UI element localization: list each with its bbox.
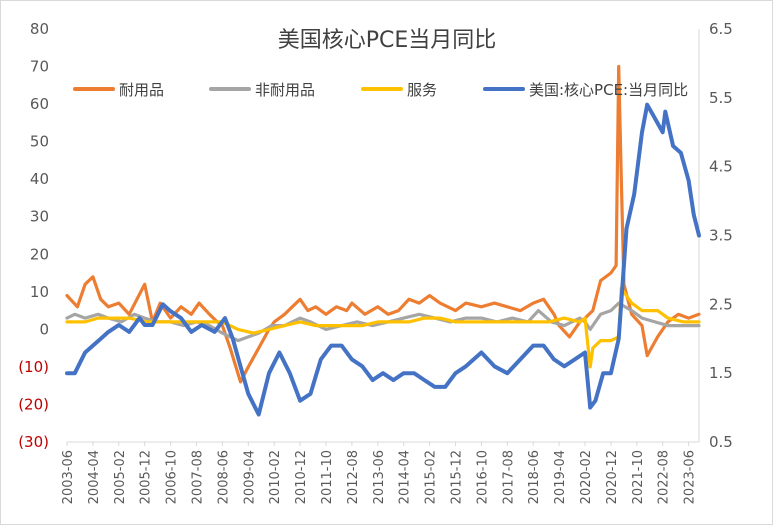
legend-label: 非耐用品 [255,81,315,99]
x-tick-label: 2013-06 [372,450,387,504]
right-tick-label: 0.5 [709,433,733,451]
series-line-0 [65,64,701,384]
x-tick-label: 2015-12 [450,450,465,504]
left-tick-label: (20) [18,395,49,413]
left-tick-label: 50 [30,133,49,151]
right-tick-label: 6.5 [709,20,733,38]
left-tick-label: 30 [30,208,49,226]
x-tick-label: 2008-06 [216,450,231,504]
right-tick-label: 3.5 [709,227,733,245]
left-tick-label: (30) [18,433,49,451]
right-tick-label: 5.5 [709,89,733,107]
left-tick-label: 40 [30,170,49,188]
chart-title: 美国核心PCE当月同比 [278,28,497,53]
x-tick-label: 2009-04 [242,450,257,504]
x-tick-label: 2010-12 [294,450,309,504]
legend-label: 服务 [407,81,437,99]
x-tick-label: 2020-12 [605,450,620,504]
series-line-3 [65,102,701,417]
left-tick-label: 10 [30,283,49,301]
axes: 80 70 60 50 40 30 20 10 0 (10) (20) (30) 6.5 5.5 4.5 3.… [18,20,733,504]
x-tick-label: 2005-12 [139,450,154,504]
left-tick-label: 80 [30,20,49,38]
left-tick-label: 60 [30,95,49,113]
x-tick-label: 2023-06 [683,450,698,504]
x-tick-label: 2007-08 [191,450,206,504]
series-layer [65,64,701,417]
x-tick-label: 2006-10 [165,450,180,504]
right-tick-label: 4.5 [709,158,733,176]
series-line-2 [65,286,701,369]
left-tick-label: 0 [39,320,49,338]
x-tick-label: 2019-04 [553,450,568,504]
right-tick-label: 1.5 [709,364,733,382]
x-tick-label: 2018-06 [527,450,542,504]
left-tick-label: 20 [30,245,49,263]
x-tick-label: 2022-08 [657,450,672,504]
x-tick-label: 2005-02 [113,450,128,504]
x-tick-label: 2003-06 [61,450,76,504]
x-tick-label: 2011-10 [320,450,335,504]
x-tick-label: 2012-08 [346,450,361,504]
left-tick-label: 70 [30,58,49,76]
x-tick-label: 2020-02 [579,450,594,504]
x-tick-label: 2015-02 [424,450,439,504]
legend-label: 耐用品 [119,81,164,99]
x-tick-label: 2021-10 [631,450,646,504]
legend-label: 美国:核心PCE:当月同比 [529,81,688,99]
x-tick-label: 2014-04 [398,450,413,504]
x-tick-label: 2010-02 [268,450,283,504]
x-tick-label: 2017-08 [501,450,516,504]
right-tick-label: 2.5 [709,295,733,313]
left-tick-label: (10) [18,358,49,376]
x-tick-label: 2016-10 [475,450,490,504]
x-tick-label: 2004-04 [87,450,102,504]
legend: 耐用品 非耐用品 服务 美国:核心PCE:当月同比 [73,81,688,99]
